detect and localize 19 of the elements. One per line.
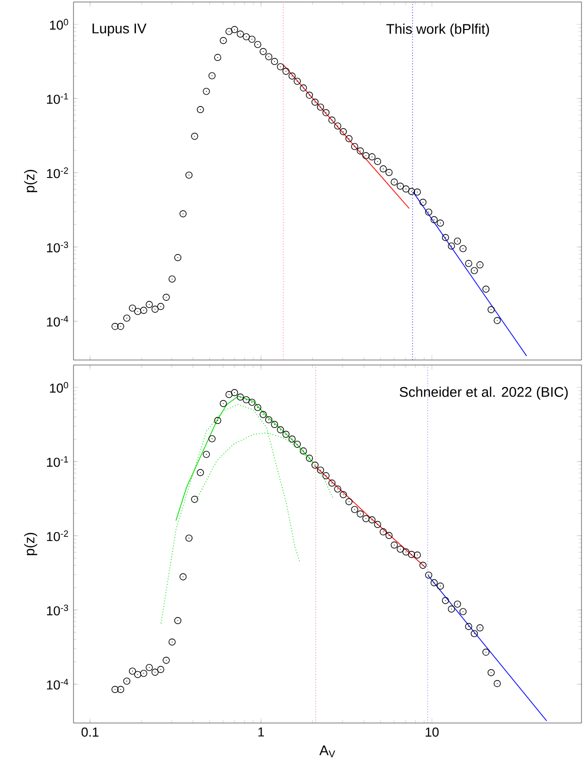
annotation: This work (bPlfit) [386,24,489,37]
y-tick-label: 10$^{-4}$ [47,678,68,690]
y-tick-label: 10$^{0}$ [50,382,68,393]
y-tick-label: 10$^{-4}$ [47,316,68,327]
y-axis-title: p(z) [24,170,38,192]
y-axis-title: p(z) [24,532,38,556]
y-tick-label: 10$^{0}$ [50,18,68,30]
x-axis-title: A$_{V}$ [319,746,336,758]
x-tick-label: 10 [426,728,439,737]
y-tick-label: 10$^{-3}$ [47,604,68,616]
y-tick-label: 10$^{-3}$ [47,242,68,252]
y-tick-label: 10$^{-2}$ [47,530,68,542]
x-tick-label: 1 [258,728,264,736]
y-tick-label: 10$^{-1}$ [47,93,68,104]
y-tick-label: 10$^{-1}$ [47,456,68,467]
annotation: Lupus IV [92,24,146,36]
x-tick-label: 0.1 [82,728,98,737]
y-tick-label: 10$^{-2}$ [47,167,68,178]
annotation: Schneider et al. 2022 (BIC) [400,386,568,400]
